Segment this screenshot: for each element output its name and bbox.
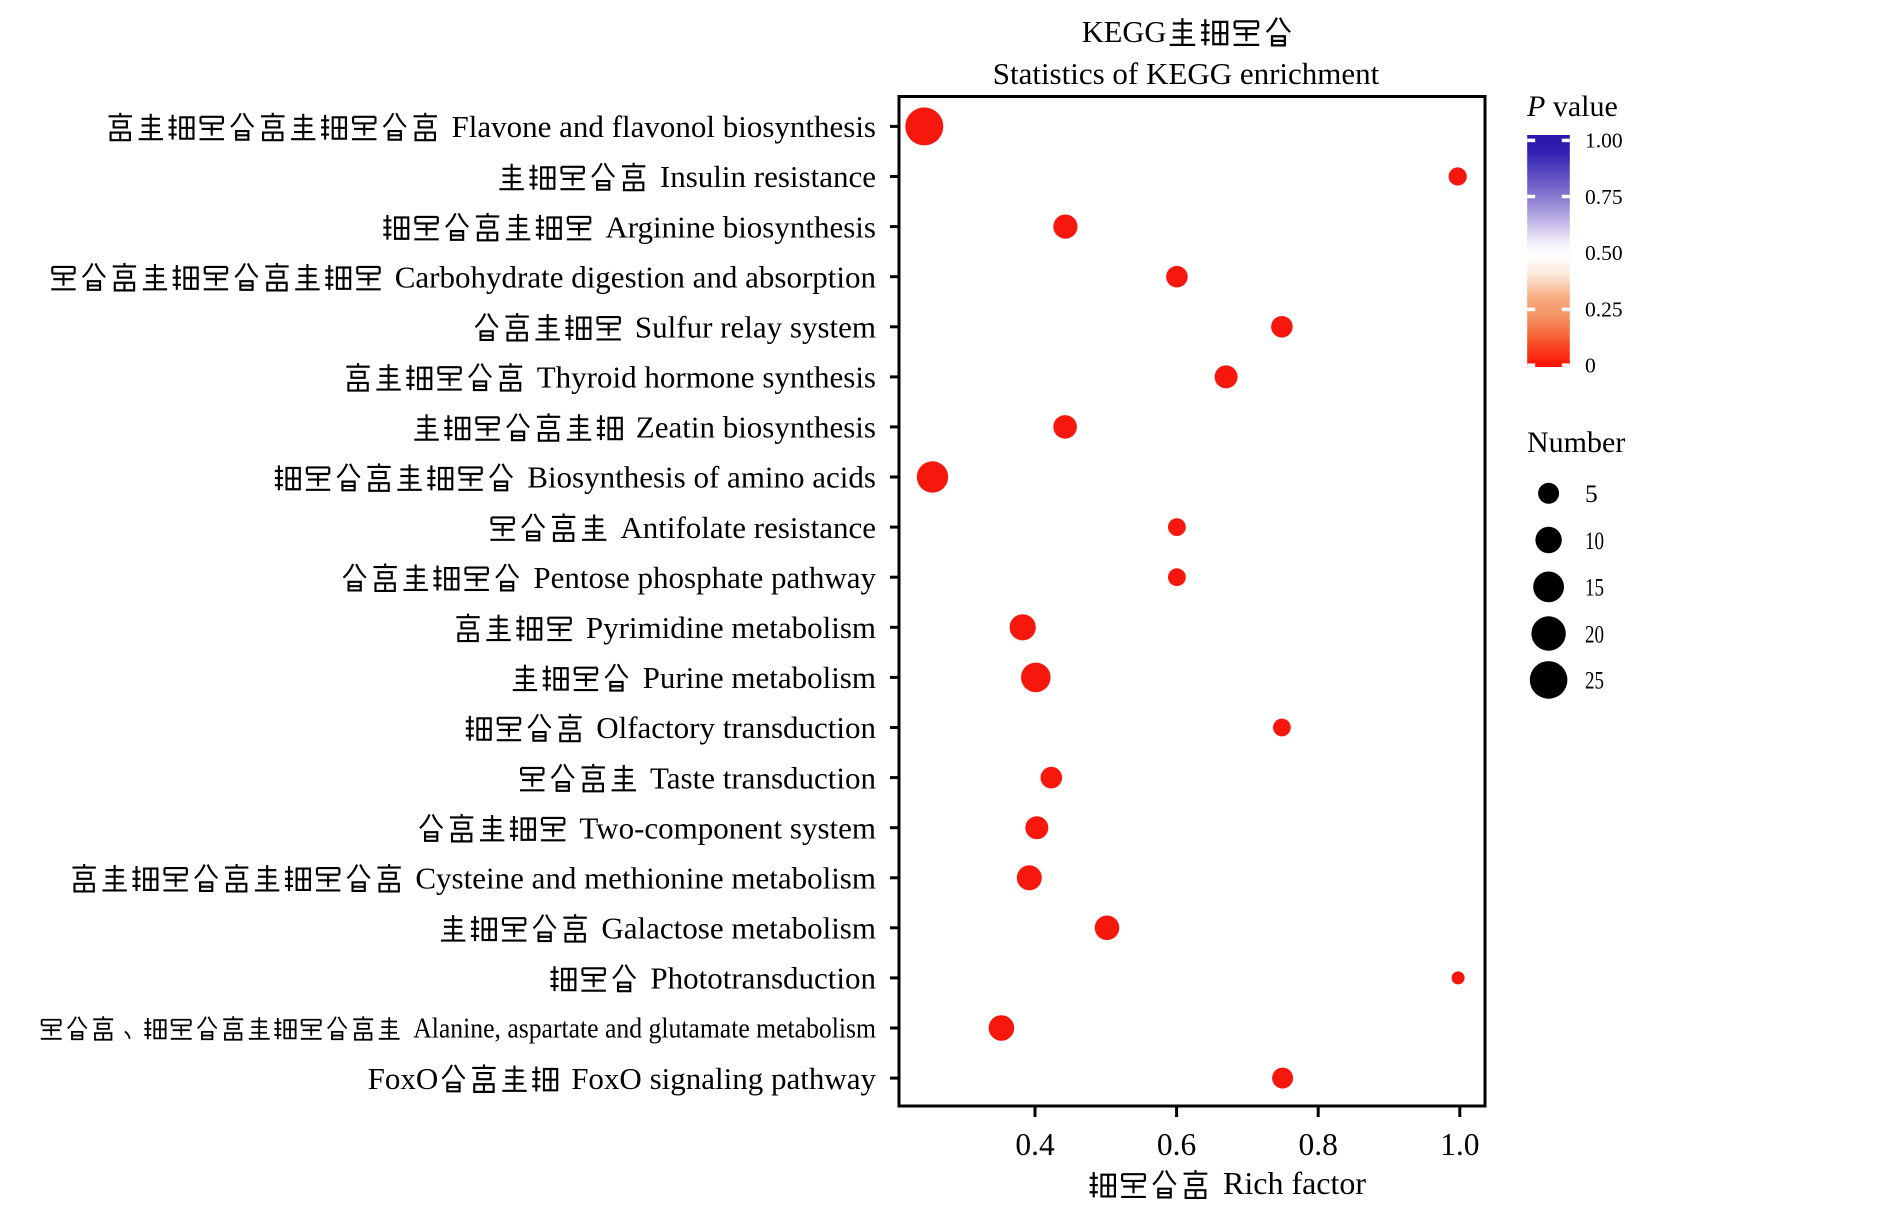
svg-text:Alanine, aspartate and glutama: Alanine, aspartate and glutamate metabol… bbox=[413, 1014, 876, 1045]
svg-text:Pyrimidine metabolism: Pyrimidine metabolism bbox=[586, 610, 876, 645]
svg-text:Two-component system: Two-component system bbox=[579, 810, 876, 845]
svg-text:KEGG: KEGG bbox=[1082, 15, 1167, 49]
svg-text:0.50: 0.50 bbox=[1585, 241, 1623, 265]
svg-text:Insulin resistance: Insulin resistance bbox=[660, 159, 876, 194]
svg-text:0.4: 0.4 bbox=[1015, 1127, 1055, 1162]
svg-text:Thyroid hormone synthesis: Thyroid hormone synthesis bbox=[537, 360, 876, 395]
svg-text:Flavone and flavonol biosynthe: Flavone and flavonol biosynthesis bbox=[452, 109, 876, 144]
svg-text:P value: P value bbox=[1526, 90, 1618, 123]
svg-text:Taste transduction: Taste transduction bbox=[650, 760, 876, 795]
svg-text:0.25: 0.25 bbox=[1585, 298, 1623, 322]
svg-text:Olfactory transduction: Olfactory transduction bbox=[596, 710, 876, 745]
svg-text:10: 10 bbox=[1585, 526, 1604, 555]
svg-text:Pentose phosphate pathway: Pentose phosphate pathway bbox=[533, 560, 876, 595]
svg-text:Rich factor: Rich factor bbox=[1223, 1165, 1366, 1201]
svg-text:FoxO signaling pathway: FoxO signaling pathway bbox=[571, 1061, 876, 1096]
svg-text:1.0: 1.0 bbox=[1440, 1127, 1479, 1162]
svg-text:Number: Number bbox=[1527, 426, 1625, 459]
svg-text:Carbohydrate digestion and abs: Carbohydrate digestion and absorption bbox=[395, 259, 877, 294]
svg-text:15: 15 bbox=[1585, 573, 1604, 602]
svg-text:25: 25 bbox=[1585, 666, 1604, 695]
svg-text:0.75: 0.75 bbox=[1585, 185, 1623, 209]
svg-text:0.8: 0.8 bbox=[1299, 1127, 1338, 1162]
svg-text:0: 0 bbox=[1585, 354, 1596, 378]
svg-text:Zeatin biosynthesis: Zeatin biosynthesis bbox=[636, 410, 876, 445]
svg-text:FoxO: FoxO bbox=[368, 1061, 439, 1096]
svg-text:5: 5 bbox=[1585, 479, 1598, 508]
svg-text:0.6: 0.6 bbox=[1157, 1127, 1196, 1162]
svg-text:Arginine biosynthesis: Arginine biosynthesis bbox=[605, 209, 876, 244]
svg-text:Statistics of KEGG enrichment: Statistics of KEGG enrichment bbox=[993, 56, 1380, 91]
svg-text:Cysteine and methionine metabo: Cysteine and methionine metabolism bbox=[415, 860, 876, 895]
svg-text:Antifolate resistance: Antifolate resistance bbox=[620, 510, 876, 545]
svg-text:Galactose metabolism: Galactose metabolism bbox=[601, 911, 876, 946]
svg-text:Biosynthesis of amino acids: Biosynthesis of amino acids bbox=[527, 460, 876, 495]
svg-text:Phototransduction: Phototransduction bbox=[650, 961, 876, 996]
svg-text:Purine metabolism: Purine metabolism bbox=[643, 660, 876, 695]
svg-text:1.00: 1.00 bbox=[1585, 129, 1623, 153]
svg-text:20: 20 bbox=[1585, 619, 1604, 648]
svg-text:Sulfur relay system: Sulfur relay system bbox=[635, 310, 876, 345]
